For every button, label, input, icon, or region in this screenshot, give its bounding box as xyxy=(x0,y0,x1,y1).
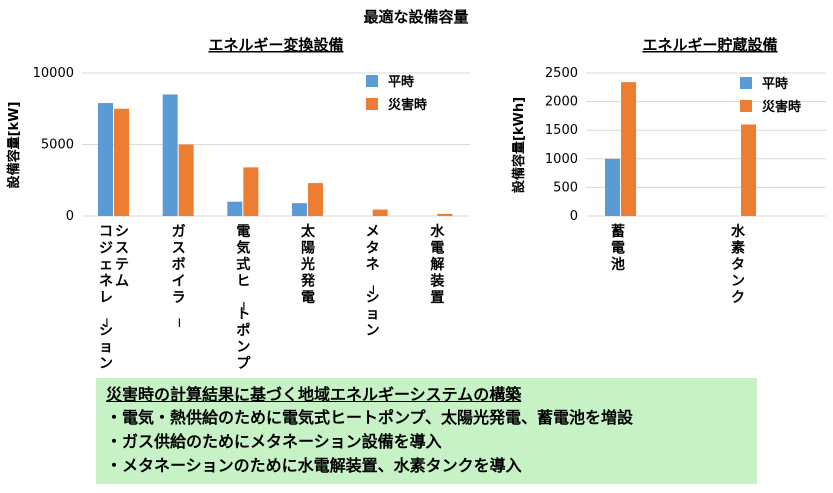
y-tick-label: 500 xyxy=(553,180,578,195)
x-category-label: コジェネレ─ション xyxy=(98,224,114,370)
x-category-label: 蓄電池 xyxy=(611,223,625,273)
summary-bullet-1: ・電気・熱供給のために電気式ヒートポンプ、太陽光発電、蓄電池を増設 xyxy=(106,408,634,427)
bar-disaster xyxy=(437,213,453,216)
summary-box: 災害時の計算結果に基づく地域エネルギーシステムの構築 ・電気・熱供給のために電気… xyxy=(96,378,757,484)
legend-label-normal: 平時 xyxy=(388,74,414,90)
bar-disaster xyxy=(621,82,636,216)
summary-bullet-2: ・ガス供給のためにメタネーション設備を導入 xyxy=(106,432,442,451)
legend-swatch-disaster xyxy=(366,98,378,110)
x-category-label: システム xyxy=(115,224,129,290)
bar-disaster xyxy=(372,209,388,216)
chart-title: エネルギー変換設備 xyxy=(208,36,343,54)
legend-label-disaster: 災害時 xyxy=(762,99,801,115)
bar-disaster xyxy=(741,124,756,216)
figure-title: 最適な設備容量 xyxy=(363,8,468,26)
bar-normal xyxy=(162,94,178,216)
summary-heading: 災害時の計算結果に基づく地域エネルギーシステムの構築 xyxy=(106,385,522,404)
legend-swatch-normal xyxy=(740,77,752,89)
bar-disaster xyxy=(178,144,194,216)
x-category-label: ガスボイラ─ xyxy=(170,224,186,328)
y-tick-label: 1000 xyxy=(545,152,578,167)
y-axis-label: 設備容量[kWh] xyxy=(511,97,527,193)
bar-normal xyxy=(227,201,243,216)
y-tick-label: 10000 xyxy=(33,66,74,81)
y-tick-label: 2000 xyxy=(545,95,578,110)
legend-label-disaster: 災害時 xyxy=(388,97,427,113)
x-category-label: 水電解装置 xyxy=(429,223,445,306)
y-axis-label: 設備容量[kW] xyxy=(6,102,22,189)
chart-title: エネルギー貯蔵設備 xyxy=(642,36,777,54)
bar-normal xyxy=(605,158,620,216)
x-category-label: メタネ─ション xyxy=(364,224,380,339)
y-tick-label: 0 xyxy=(66,209,74,224)
y-tick-label: 1500 xyxy=(545,123,578,138)
y-tick-label: 2500 xyxy=(545,66,578,81)
x-category-label: 電気式ヒ─トポンプ xyxy=(235,223,251,370)
summary-bullet-3: ・メタネーションのために水電解装置、水素タンクを導入 xyxy=(106,456,522,475)
x-category-label: 太陽光発電 xyxy=(300,223,316,306)
x-category-label: 水素タンク xyxy=(731,223,746,306)
bar-normal xyxy=(292,203,307,216)
bar-disaster xyxy=(114,108,129,216)
y-tick-label: 0 xyxy=(570,209,578,224)
bar-disaster xyxy=(243,167,259,216)
bar-normal xyxy=(98,103,113,216)
bar-disaster xyxy=(308,183,323,216)
legend-swatch-disaster xyxy=(740,100,752,112)
legend-swatch-normal xyxy=(366,75,378,87)
legend-label-normal: 平時 xyxy=(762,76,788,92)
charts-figure: 最適な設備容量 エネルギー変換設備設備容量[kW]0500010000システムコ… xyxy=(6,8,826,370)
y-tick-label: 5000 xyxy=(41,138,74,153)
